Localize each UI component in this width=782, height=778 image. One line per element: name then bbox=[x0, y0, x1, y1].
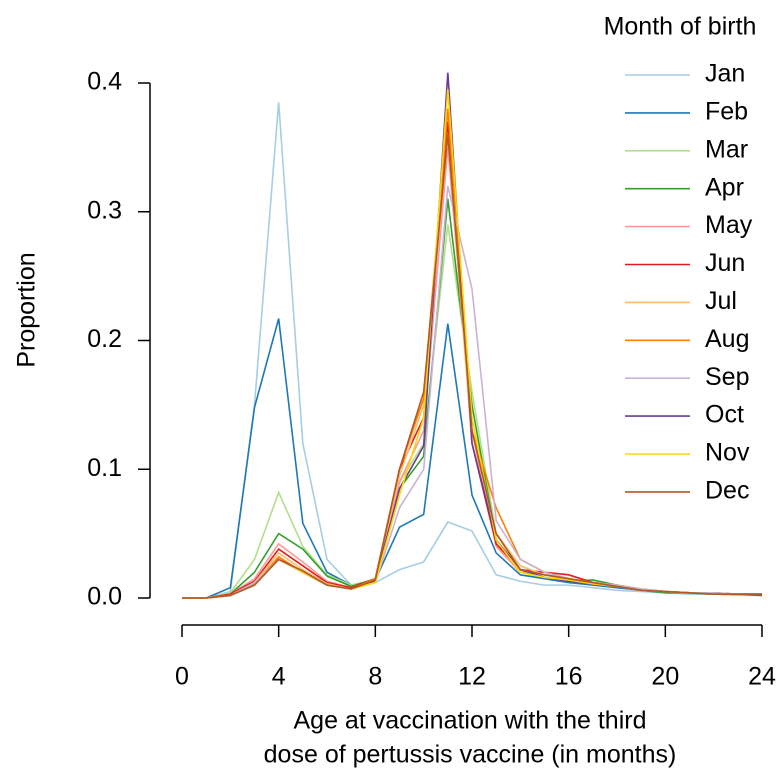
legend-label: May bbox=[705, 211, 753, 239]
y-tick-label: 0.0 bbox=[87, 583, 122, 611]
legend-label: Jan bbox=[705, 60, 745, 88]
x-tick-label: 4 bbox=[272, 663, 286, 691]
y-tick-label: 0.4 bbox=[87, 68, 122, 96]
data-line bbox=[182, 198, 762, 599]
legend-label: Feb bbox=[705, 98, 748, 126]
data-line bbox=[182, 134, 762, 599]
data-line bbox=[182, 102, 762, 599]
y-axis-title: Proportion bbox=[13, 252, 41, 367]
x-axis-title: Age at vaccination with the third bbox=[294, 707, 647, 735]
data-line bbox=[182, 89, 762, 599]
legend-label: Dec bbox=[705, 477, 749, 505]
legend-label: Apr bbox=[705, 173, 744, 201]
legend-label: Sep bbox=[705, 363, 749, 391]
data-line bbox=[182, 121, 762, 599]
x-tick-label: 20 bbox=[651, 663, 679, 691]
x-tick-label: 12 bbox=[458, 663, 486, 691]
x-tick-label: 0 bbox=[175, 663, 189, 691]
legend-label: Aug bbox=[705, 325, 749, 353]
data-line bbox=[182, 318, 763, 599]
legend-label: Nov bbox=[705, 439, 750, 467]
legend-title: Month of birth bbox=[604, 13, 757, 41]
x-tick-label: 16 bbox=[555, 663, 583, 691]
x-tick-label: 24 bbox=[748, 663, 776, 691]
x-tick-label: 8 bbox=[368, 663, 382, 691]
legend-label: Mar bbox=[705, 135, 748, 163]
legend-label: Oct bbox=[705, 401, 744, 429]
x-axis-title: dose of pertussis vaccine (in months) bbox=[264, 741, 677, 769]
data-line bbox=[182, 134, 762, 599]
y-tick-label: 0.1 bbox=[87, 454, 122, 482]
legend-label: Jun bbox=[705, 249, 745, 277]
legend-label: Jul bbox=[705, 287, 737, 315]
y-tick-label: 0.3 bbox=[87, 196, 122, 224]
y-tick-label: 0.2 bbox=[87, 325, 122, 353]
